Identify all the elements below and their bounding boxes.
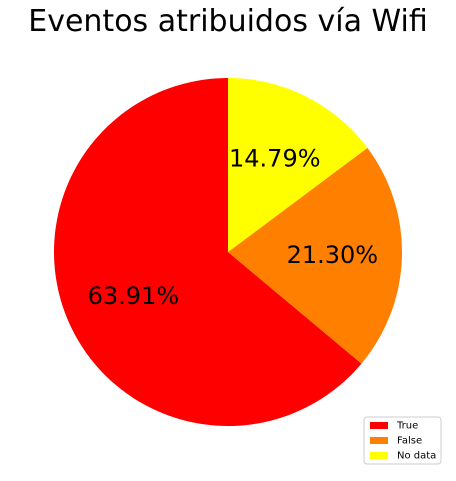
chart-legend: True False No data <box>363 416 442 465</box>
pie-slice-labels: 63.91% 21.30% 14.79% <box>88 145 378 311</box>
pie-slices <box>54 78 402 426</box>
legend-label-false: False <box>397 436 422 447</box>
legend-label-true: True <box>396 421 418 432</box>
chart-title: Eventos atribuidos vía Wifi <box>28 4 427 39</box>
legend-swatch-no-data <box>370 452 388 459</box>
pie-slice-true <box>54 78 362 426</box>
slice-label-no-data: 14.79% <box>229 145 321 173</box>
slice-label-true: 63.91% <box>88 282 180 310</box>
slice-label-false: 21.30% <box>287 241 379 269</box>
legend-label-no-data: No data <box>397 451 436 462</box>
pie-slice-no-data <box>228 78 368 252</box>
legend-swatch-true <box>370 422 388 429</box>
legend-swatch-false <box>370 437 388 444</box>
pie-slice-false <box>228 147 402 364</box>
